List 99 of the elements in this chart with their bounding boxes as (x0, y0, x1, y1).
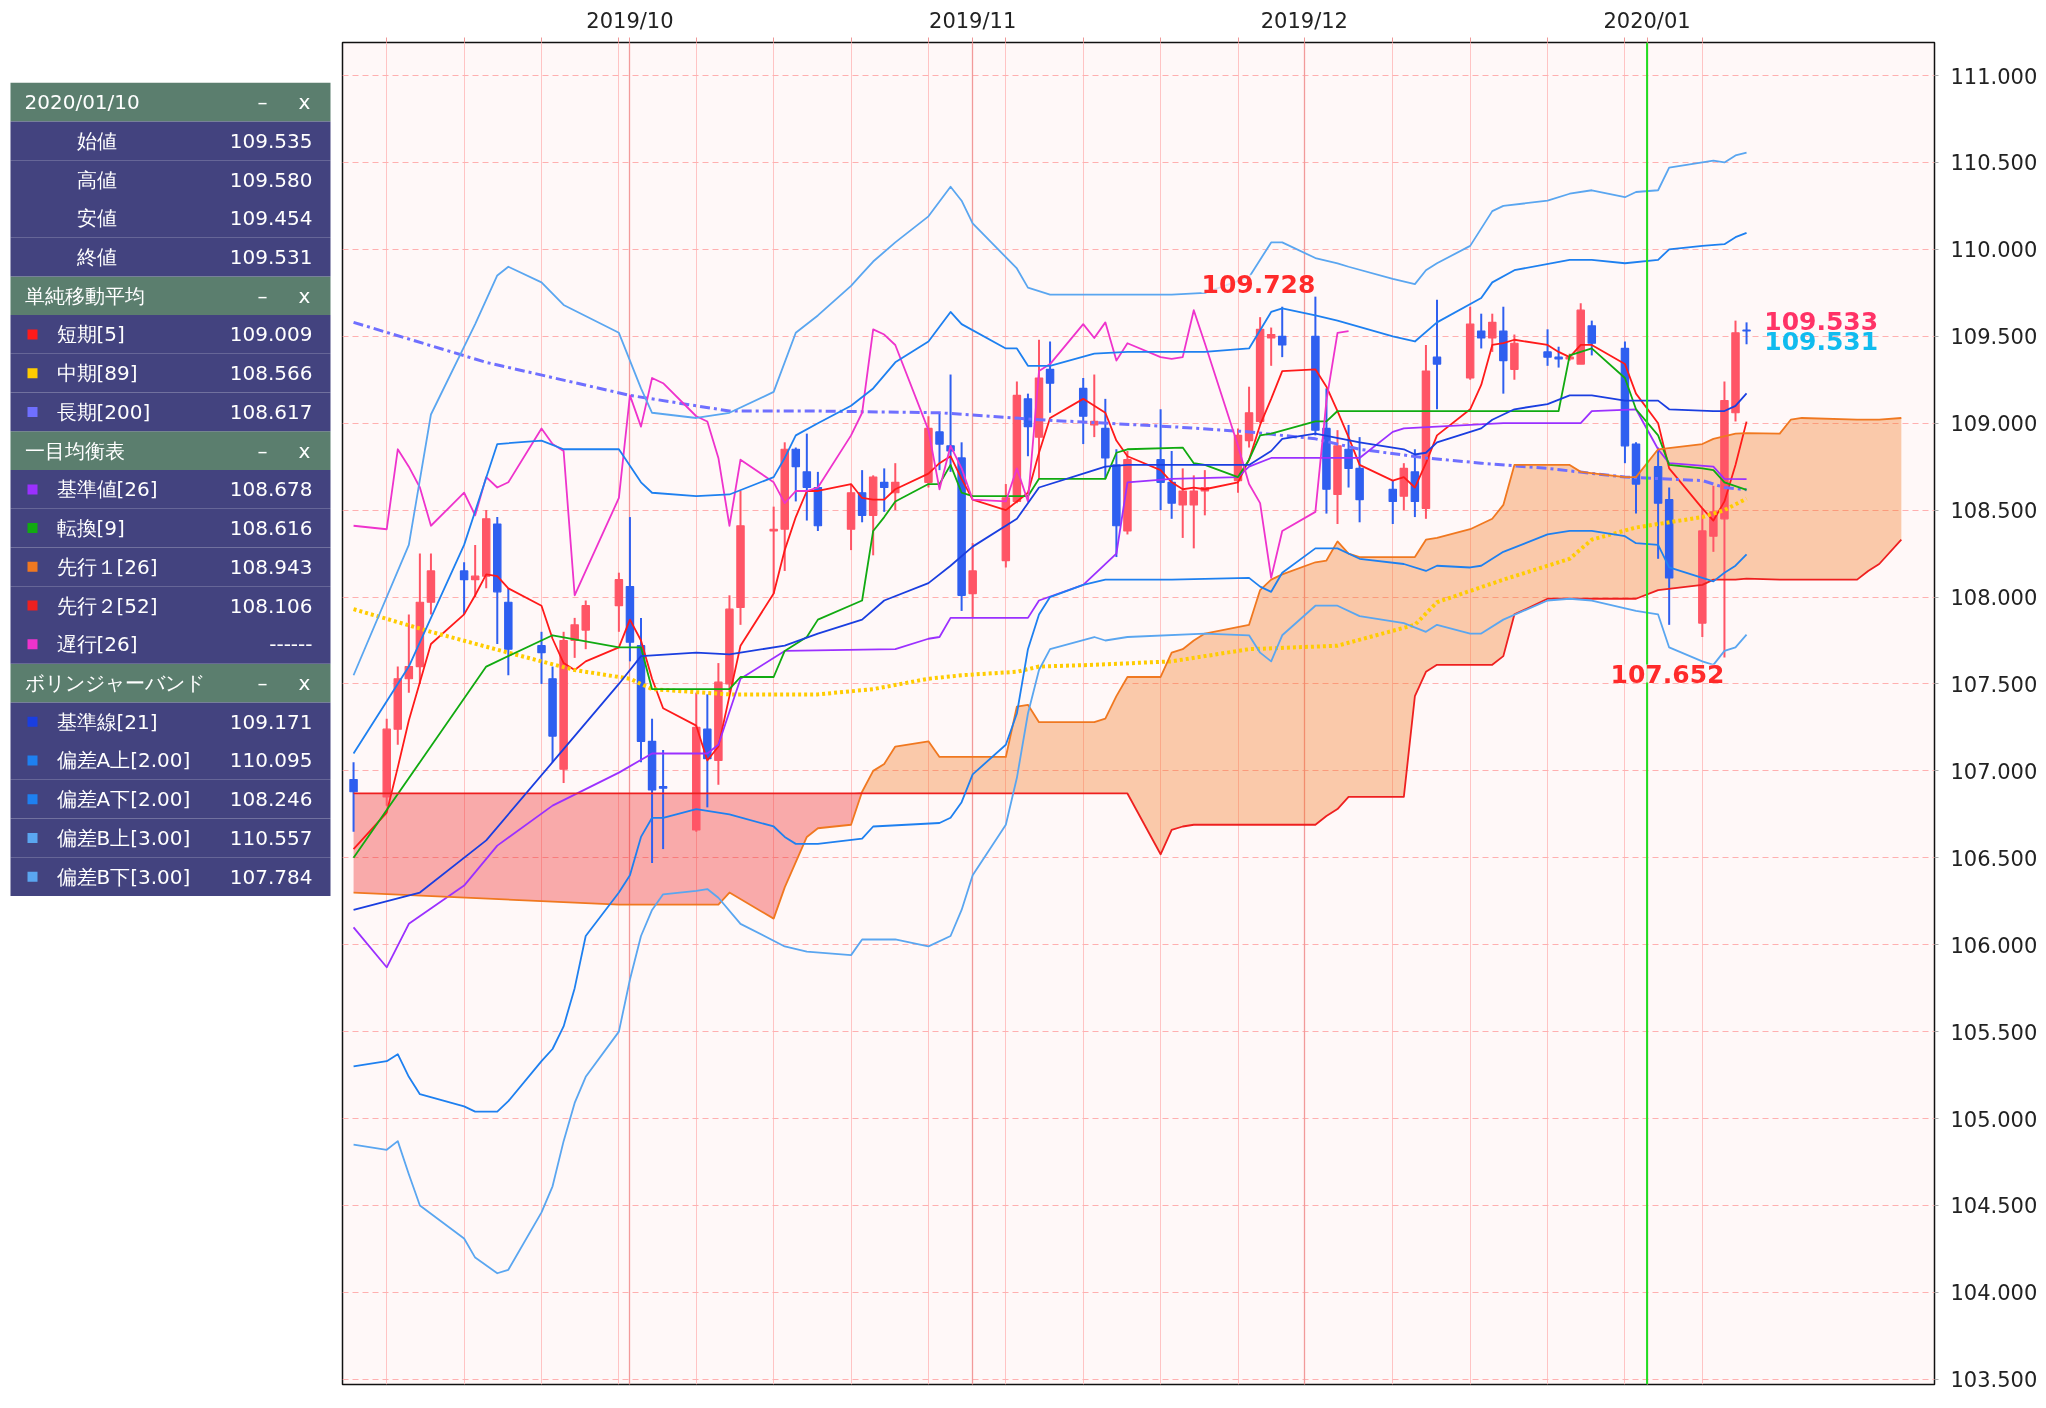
line-series (352, 309, 1350, 597)
candlestick (1388, 479, 1398, 526)
candlestick (1488, 312, 1497, 353)
y-tick-label: 108.000 (1950, 586, 2038, 611)
text: ------ (269, 632, 313, 657)
text: 109.009 (229, 322, 313, 347)
candlestick (1476, 312, 1486, 350)
legend-label: 転換[9] (56, 516, 125, 541)
x-tick-label: 2019/11 (929, 8, 1017, 33)
candlestick (1178, 467, 1187, 539)
text: 108.678 (229, 477, 313, 502)
text: – (257, 671, 268, 696)
text: 108.616 (229, 516, 313, 541)
text: 110.557 (229, 825, 313, 850)
candlestick (349, 761, 358, 833)
candlestick (1543, 328, 1552, 367)
legend-label: 短期[5] (56, 322, 125, 347)
text: x (298, 283, 311, 308)
candlestick (658, 749, 668, 851)
candlestick (1167, 450, 1176, 520)
y-tick-label: 103.500 (1950, 1368, 2038, 1393)
text: 109.535 (229, 128, 313, 153)
legend-label: 基準線[21] (56, 709, 158, 734)
candlestick (1742, 321, 1751, 346)
text: 108.943 (229, 554, 313, 579)
y-tick-label: 104.500 (1950, 1194, 2038, 1219)
text: 108.566 (229, 361, 313, 386)
line-series (352, 417, 1903, 920)
text: x (298, 438, 311, 463)
legend-label: 長期[200] (56, 399, 151, 424)
candlestick (1587, 319, 1597, 357)
text: ボリンジャーバンド (24, 671, 205, 696)
legend-label: 偏差B上[3.00] (56, 825, 191, 850)
y-tick-label: 110.000 (1950, 238, 2038, 263)
y-tick-label: 104.000 (1950, 1281, 2038, 1306)
annotation: 109.728 (1201, 269, 1316, 299)
candlestick (1277, 305, 1287, 359)
legend-label: 偏差B下[3.00] (56, 864, 191, 889)
text: 安値 (76, 206, 117, 231)
candlestick (537, 630, 546, 685)
candlestick (879, 467, 889, 513)
text: 一目均衡表 (24, 438, 125, 463)
line-series (352, 231, 1748, 755)
text: 高値 (76, 167, 117, 192)
text: 109.454 (229, 206, 313, 231)
y-tick-label: 106.500 (1950, 846, 2038, 871)
text: 108.106 (229, 593, 313, 618)
candlestick (968, 542, 977, 619)
line-series (352, 320, 1749, 492)
text: – (257, 283, 268, 308)
legend-label: 基準値[26] (56, 477, 158, 502)
y-tick-label: 105.000 (1950, 1107, 2038, 1132)
y-tick-label: 110.500 (1950, 151, 2038, 176)
y-tick-label: 109.500 (1950, 325, 2038, 350)
candlestick (459, 561, 469, 616)
y-tick-label: 107.000 (1950, 759, 2038, 784)
text: 109.580 (229, 167, 313, 192)
text: 2020/01/10 (24, 90, 140, 115)
annotation: 107.652 (1610, 659, 1725, 689)
text: x (298, 90, 311, 115)
candlestick (1432, 298, 1442, 411)
x-tick-label: 2019/10 (586, 8, 674, 33)
y-tick-label: 109.000 (1950, 412, 2038, 437)
text: 108.617 (229, 399, 313, 424)
line-series (352, 597, 1748, 1275)
candlestick (1266, 326, 1276, 367)
candlestick (802, 432, 812, 522)
x-tick-label: 2020/01 (1603, 8, 1691, 33)
y-tick-label: 111.000 (1950, 64, 2038, 89)
legend-label: 偏差A上[2.00] (56, 748, 191, 773)
line-series (352, 530, 1748, 1113)
legend-label: 先行２[52] (56, 593, 158, 618)
text: – (257, 438, 268, 463)
legend-label: 先行１[26] (56, 554, 158, 579)
text: 110.095 (229, 748, 313, 773)
candlestick (935, 411, 944, 472)
text: 終値 (75, 245, 117, 270)
candlestick (791, 446, 801, 503)
legend-label: 偏差A下[2.00] (56, 787, 191, 812)
candlestick (1045, 340, 1055, 414)
y-tick-label: 106.000 (1950, 933, 2038, 958)
text: x (298, 671, 311, 696)
text: 108.246 (229, 787, 313, 812)
legend-label: 中期[89] (56, 361, 138, 386)
legend-label: 遅行[26] (56, 632, 138, 657)
candlestick (1554, 345, 1563, 369)
y-tick-label: 107.500 (1950, 672, 2038, 697)
text: 109.171 (229, 709, 313, 734)
x-tick-label: 2019/12 (1260, 8, 1348, 33)
text: 始値 (76, 128, 117, 153)
y-tick-label: 105.500 (1950, 1020, 2038, 1045)
candlestick (1344, 423, 1353, 489)
candlestick (1189, 474, 1199, 550)
text: 単純移動平均 (24, 283, 145, 308)
text: 107.784 (229, 864, 313, 889)
candlestick (570, 616, 579, 659)
text: 109.531 (229, 245, 313, 270)
y-tick-label: 108.500 (1950, 499, 2038, 524)
text: – (257, 90, 268, 115)
